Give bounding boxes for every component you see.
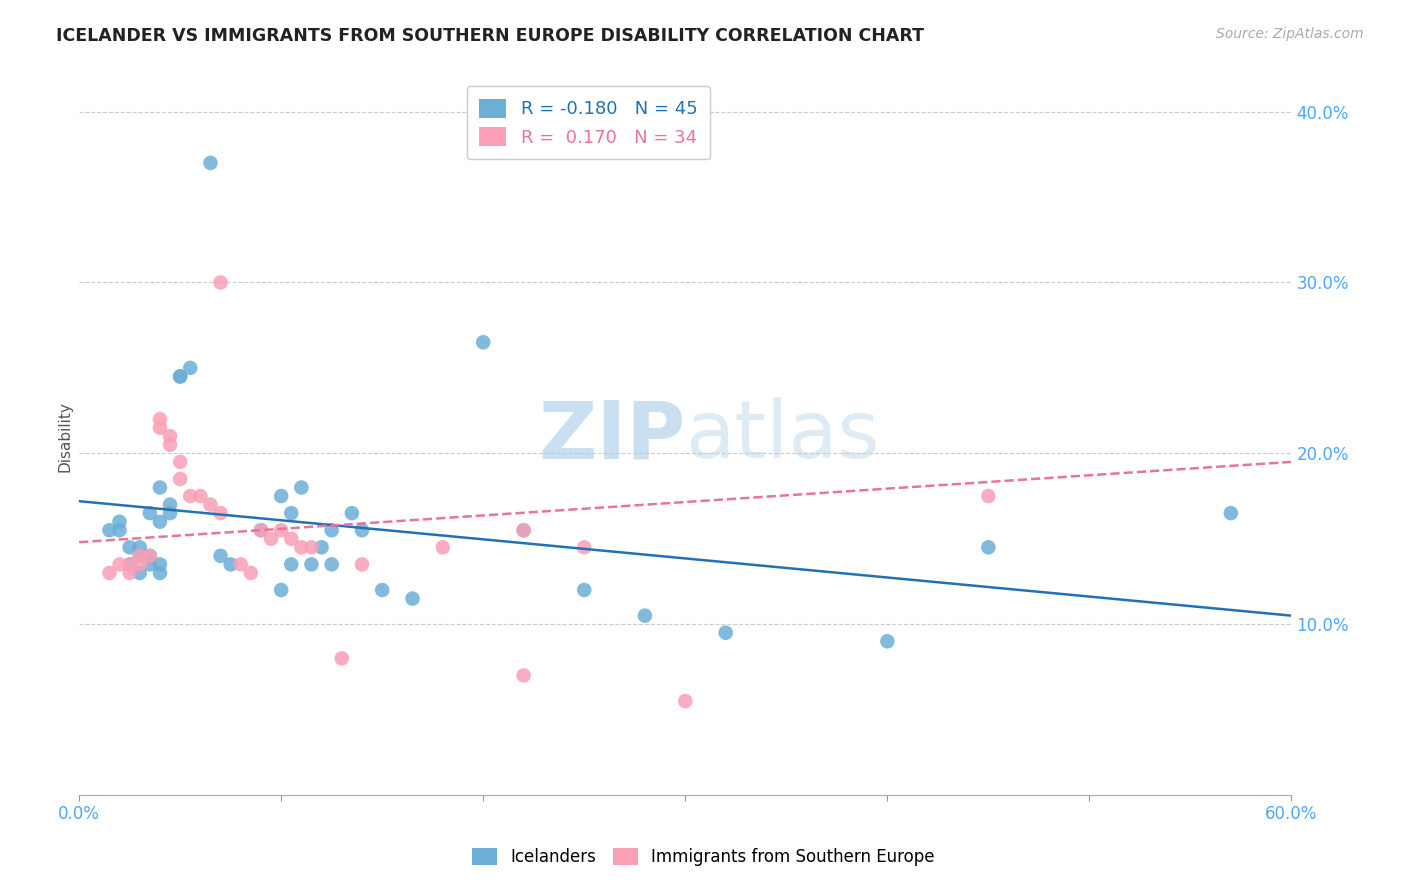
Point <box>290 481 312 495</box>
Point <box>118 558 141 572</box>
Point <box>139 558 162 572</box>
Point <box>159 438 181 452</box>
Point <box>876 634 898 648</box>
Point <box>149 412 172 426</box>
Point <box>98 566 121 580</box>
Point <box>432 541 454 555</box>
Point <box>139 549 162 563</box>
Text: ZIP: ZIP <box>538 397 685 475</box>
Point <box>149 558 172 572</box>
Point <box>128 558 150 572</box>
Point <box>280 558 302 572</box>
Text: atlas: atlas <box>685 397 880 475</box>
Point <box>229 558 252 572</box>
Point <box>169 369 191 384</box>
Point <box>159 506 181 520</box>
Point <box>290 541 312 555</box>
Point <box>169 369 191 384</box>
Point <box>118 541 141 555</box>
Point <box>673 694 696 708</box>
Point <box>714 625 737 640</box>
Point <box>219 558 242 572</box>
Point <box>149 420 172 434</box>
Point <box>250 523 273 537</box>
Point <box>977 489 1000 503</box>
Point <box>350 523 373 537</box>
Point <box>179 489 201 503</box>
Point <box>98 523 121 537</box>
Point <box>179 360 201 375</box>
Point <box>512 523 534 537</box>
Point <box>321 523 343 537</box>
Point <box>472 335 495 350</box>
Text: ICELANDER VS IMMIGRANTS FROM SOUTHERN EUROPE DISABILITY CORRELATION CHART: ICELANDER VS IMMIGRANTS FROM SOUTHERN EU… <box>56 27 924 45</box>
Point <box>159 498 181 512</box>
Point <box>209 549 232 563</box>
Point <box>340 506 363 520</box>
Point <box>108 558 131 572</box>
Point <box>118 566 141 580</box>
Point <box>977 541 1000 555</box>
Point <box>250 523 273 537</box>
Point <box>330 651 353 665</box>
Y-axis label: Disability: Disability <box>58 401 72 472</box>
Point <box>200 498 222 512</box>
Point <box>209 276 232 290</box>
Point <box>512 668 534 682</box>
Point <box>128 549 150 563</box>
Point <box>149 481 172 495</box>
Point <box>169 455 191 469</box>
Point <box>159 429 181 443</box>
Legend: R = -0.180   N = 45, R =  0.170   N = 34: R = -0.180 N = 45, R = 0.170 N = 34 <box>467 87 710 160</box>
Legend: Icelanders, Immigrants from Southern Europe: Icelanders, Immigrants from Southern Eur… <box>464 840 942 875</box>
Point <box>311 541 333 555</box>
Point <box>301 558 323 572</box>
Point <box>128 566 150 580</box>
Point <box>118 558 141 572</box>
Point <box>401 591 423 606</box>
Point <box>512 523 534 537</box>
Point <box>128 549 150 563</box>
Point <box>139 506 162 520</box>
Point <box>634 608 657 623</box>
Point <box>139 549 162 563</box>
Point <box>200 156 222 170</box>
Point <box>149 566 172 580</box>
Point <box>169 472 191 486</box>
Point <box>371 582 394 597</box>
Point <box>149 515 172 529</box>
Point <box>270 489 292 503</box>
Point <box>350 558 373 572</box>
Text: Source: ZipAtlas.com: Source: ZipAtlas.com <box>1216 27 1364 41</box>
Point <box>108 515 131 529</box>
Point <box>239 566 262 580</box>
Point <box>190 489 212 503</box>
Point <box>574 582 596 597</box>
Point <box>128 541 150 555</box>
Point <box>301 541 323 555</box>
Point <box>108 523 131 537</box>
Point <box>280 532 302 546</box>
Point <box>321 558 343 572</box>
Point <box>270 523 292 537</box>
Point <box>270 582 292 597</box>
Point <box>280 506 302 520</box>
Point <box>574 541 596 555</box>
Point <box>209 506 232 520</box>
Point <box>260 532 283 546</box>
Point <box>1219 506 1241 520</box>
